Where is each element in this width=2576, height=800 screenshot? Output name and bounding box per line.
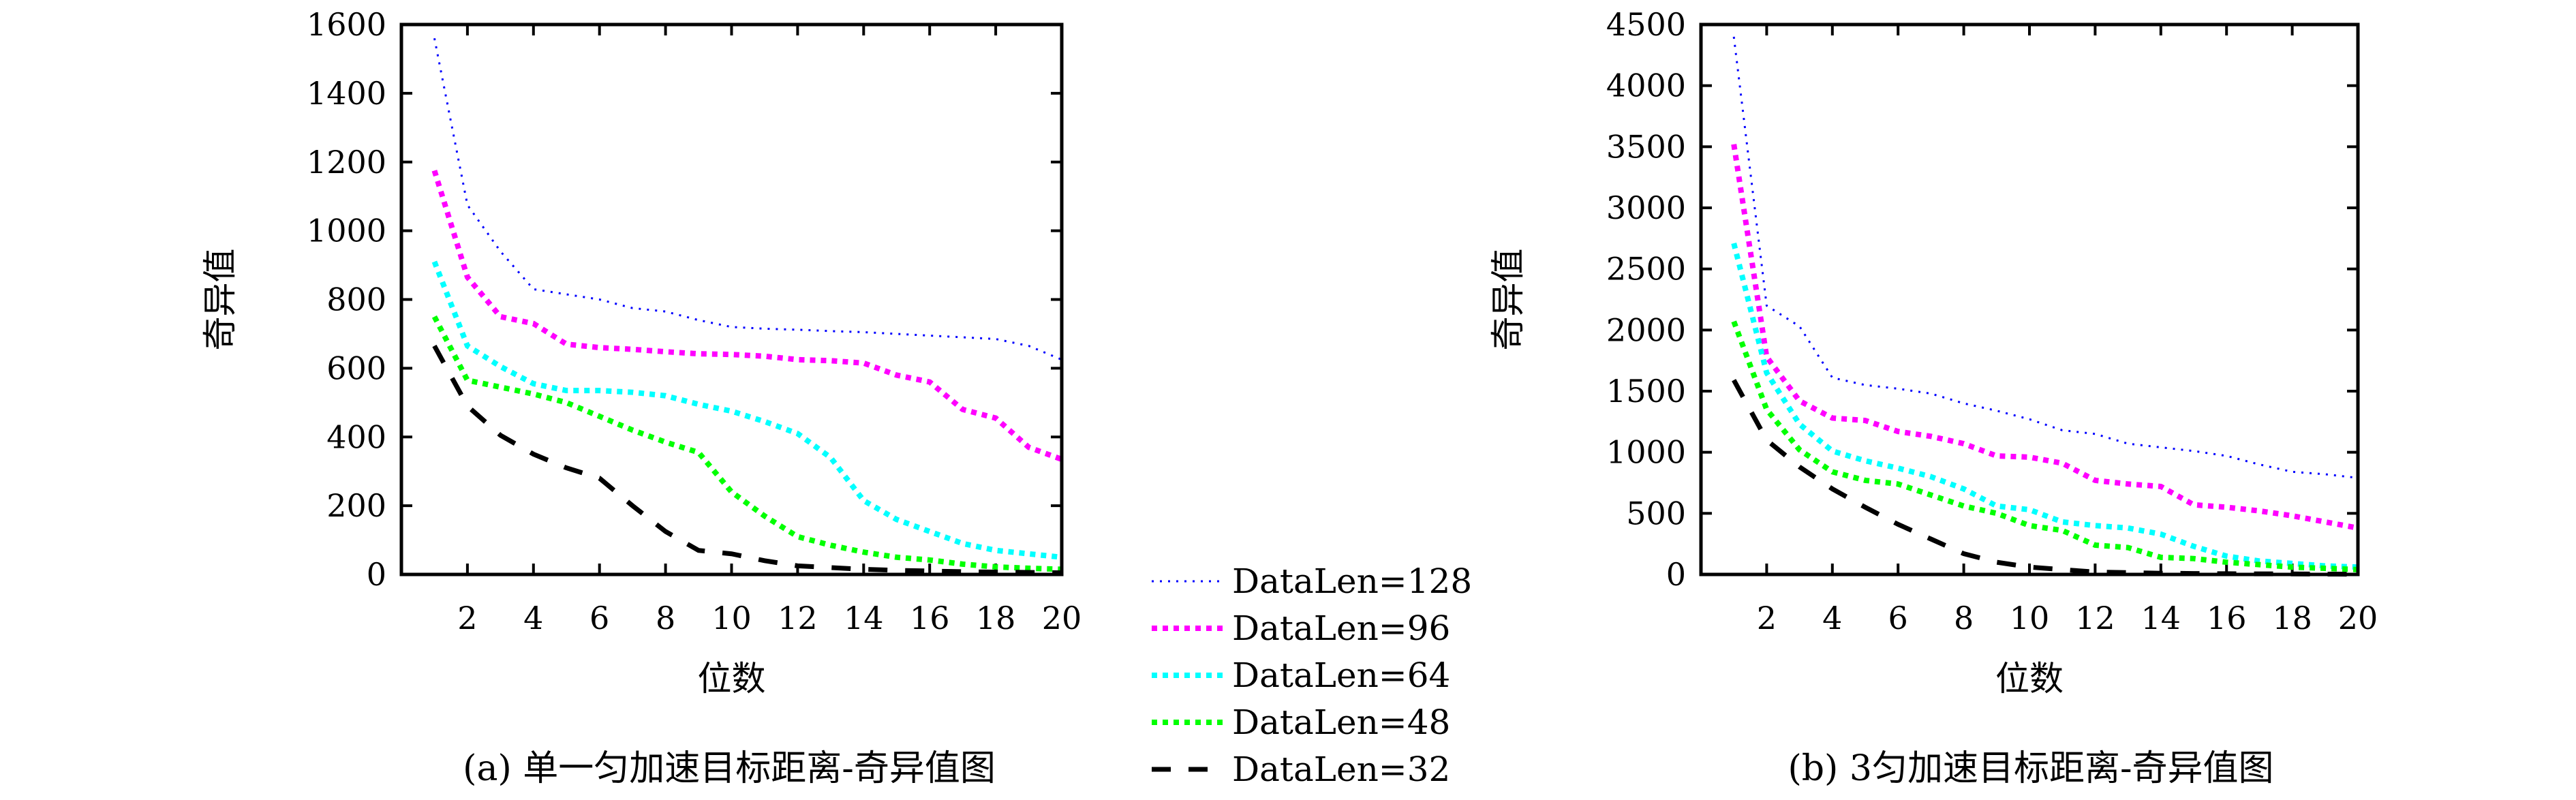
- x-tick-label: 16: [2207, 600, 2247, 636]
- plot-frame: [1699, 22, 2360, 576]
- y-tick-label: 600: [326, 350, 386, 386]
- x-axis-label: 位数: [1995, 659, 2064, 698]
- series-line-datalen-128: [1732, 36, 2359, 479]
- series-line-datalen-64: [1731, 243, 2359, 570]
- x-tick-label: 8: [656, 600, 675, 636]
- y-tick-label: 1600: [307, 6, 386, 43]
- x-tick-label: 14: [844, 600, 884, 636]
- y-tick-label: 3500: [1606, 128, 1686, 165]
- x-tick-label: 2: [1757, 600, 1777, 636]
- x-tick-label: 20: [1042, 600, 1082, 636]
- x-tick-label: 12: [778, 600, 818, 636]
- x-tick-label: 20: [2338, 600, 2378, 636]
- legend: DataLen=128 DataLen=96 DataLen=64 DataLen=4…: [1152, 561, 1472, 789]
- y-tick-label: 400: [326, 418, 386, 455]
- series-line-datalen-32: [432, 344, 1062, 575]
- chart-b: 0 500 1000 1500 2000 2500 3000 3500 4000 4500 2 4 6 8…: [1488, 6, 2378, 789]
- y-axis-label: 奇异值: [200, 249, 240, 351]
- y-tick-label: 2000: [1606, 311, 1686, 348]
- series-line-datalen-96: [431, 170, 1063, 462]
- x-tick-label: 6: [1888, 600, 1908, 636]
- y-tick-label: 0: [367, 556, 386, 593]
- y-tick-label: 800: [326, 281, 386, 318]
- y-tick-label: 4500: [1606, 6, 1686, 43]
- y-tick-label: 0: [1666, 556, 1686, 593]
- y-tick-label: 4000: [1606, 67, 1686, 104]
- x-tick-label: 10: [2010, 600, 2050, 636]
- series-line-datalen-64: [431, 260, 1062, 560]
- plot-frame: [399, 22, 1064, 576]
- y-tick-label: 3000: [1606, 189, 1686, 226]
- x-axis-label: 位数: [698, 659, 766, 698]
- y-tick-label: 500: [1626, 495, 1686, 532]
- y-tick-label: 200: [326, 487, 386, 524]
- legend-label: DataLen=48: [1232, 703, 1450, 742]
- x-tick-label: 4: [523, 600, 543, 636]
- chart-a: 0 200 400 600 800 1000 1200 1400 1600 2 4 6 8 10 12 14 1…: [200, 6, 1082, 789]
- x-tick-label: 18: [976, 600, 1016, 636]
- x-tick-label: 10: [711, 600, 752, 636]
- x-tick-label: 8: [1954, 600, 1974, 636]
- y-tick-label: 1200: [307, 144, 386, 181]
- x-tick-label: 14: [2141, 600, 2181, 636]
- x-tick-label: 18: [2272, 600, 2312, 636]
- legend-label: DataLen=64: [1232, 656, 1450, 695]
- y-tick-label: 1400: [307, 75, 386, 112]
- caption: (a) 单一匀加速目标距离-奇异值图: [463, 748, 996, 789]
- legend-label: DataLen=96: [1232, 609, 1450, 648]
- legend-label: DataLen=128: [1232, 561, 1472, 601]
- x-tick-label: 4: [1822, 600, 1842, 636]
- x-tick-label: 16: [910, 600, 950, 636]
- y-tick-label: 1500: [1606, 373, 1686, 410]
- x-tick-label: 2: [457, 600, 477, 636]
- series-line-datalen-96: [1731, 144, 2359, 531]
- series-line-datalen-48: [431, 315, 1062, 572]
- caption: (b) 3匀加速目标距离-奇异值图: [1788, 748, 2273, 789]
- series-line-datalen-128: [433, 37, 1062, 361]
- x-tick-label: 6: [589, 600, 609, 636]
- x-tick-label: 12: [2075, 600, 2115, 636]
- y-tick-label: 2500: [1606, 251, 1686, 288]
- legend-label: DataLen=32: [1232, 750, 1450, 789]
- series-line-datalen-48: [1731, 320, 2359, 572]
- y-axis-label: 奇异值: [1488, 249, 1528, 351]
- series-line-datalen-32: [1732, 379, 2359, 577]
- y-tick-label: 1000: [1606, 434, 1686, 471]
- y-tick-label: 1000: [307, 213, 386, 249]
